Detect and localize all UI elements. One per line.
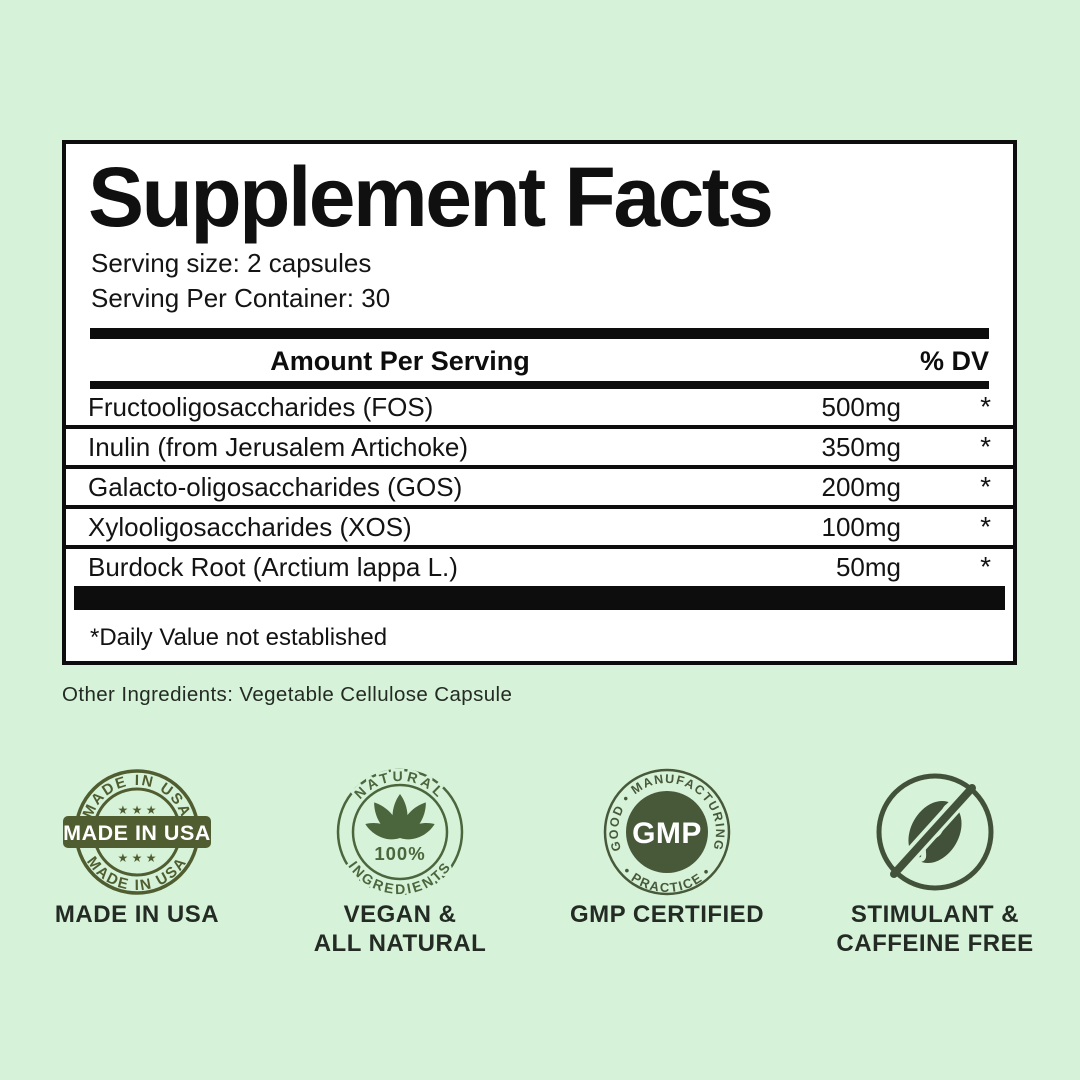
badge-gmp-certified: GMP GOOD • MANUFACTURING • PRACTICE • GM… bbox=[547, 762, 787, 929]
other-ingredients: Other Ingredients: Vegetable Cellulose C… bbox=[62, 683, 513, 706]
ingredient-amount: 100mg bbox=[821, 511, 902, 542]
divider-thick-bottom bbox=[74, 586, 1005, 610]
ingredient-name: Galacto-oligosaccharides (GOS) bbox=[88, 471, 463, 502]
ingredient-amount: 350mg bbox=[821, 431, 902, 462]
ingredient-name: Xylooligosaccharides (XOS) bbox=[88, 511, 412, 542]
table-row: Xylooligosaccharides (XOS) 100mg * bbox=[66, 505, 1013, 545]
stars-bottom: ★ ★ ★ bbox=[118, 851, 157, 865]
ingredient-name: Fructooligosaccharides (FOS) bbox=[88, 391, 434, 422]
ingredient-name: Inulin (from Jerusalem Artichoke) bbox=[88, 431, 469, 462]
badge-caption: STIMULANT & CAFFEINE FREE bbox=[836, 901, 1034, 957]
daily-value-footnote: *Daily Value not established bbox=[90, 624, 388, 651]
table-header: Amount Per Serving % DV bbox=[90, 339, 989, 381]
ingredient-dv: * bbox=[980, 391, 991, 422]
servings-per-container: Serving Per Container: 30 bbox=[91, 283, 391, 313]
svg-text:MADE IN USA: MADE IN USA bbox=[63, 821, 211, 845]
badge-vegan-all-natural: NATURAL 100% INGREDIENTS VEGAN & ALL NAT… bbox=[280, 762, 520, 958]
ingredient-dv: * bbox=[980, 551, 991, 582]
divider-thick-top bbox=[90, 328, 989, 339]
gmp-seal-icon: GMP GOOD • MANUFACTURING • PRACTICE • bbox=[603, 768, 731, 896]
badge-made-in-usa: MADE IN USA ★ ★ ★ MADE IN USA ★ ★ ★ MADE… bbox=[17, 762, 257, 929]
natural-leaves-icon: NATURAL 100% INGREDIENTS bbox=[336, 765, 464, 900]
divider-under-header bbox=[90, 381, 989, 389]
ingredient-amount: 50mg bbox=[835, 551, 901, 582]
stamp-banner bbox=[63, 816, 211, 848]
no-coffee-bean-icon bbox=[876, 773, 994, 891]
table-row: Galacto-oligosaccharides (GOS) 200mg * bbox=[66, 465, 1013, 505]
badge-caption: MADE IN USA bbox=[54, 901, 220, 928]
panel-title: Supplement Facts bbox=[88, 150, 774, 244]
svg-text:100%: 100% bbox=[374, 843, 425, 864]
stars-top: ★ ★ ★ bbox=[118, 803, 157, 817]
ingredient-table: Fructooligosaccharides (FOS) 500mg * Inu… bbox=[66, 389, 1013, 585]
ingredient-amount: 500mg bbox=[821, 391, 902, 422]
ingredient-dv: * bbox=[980, 511, 991, 542]
svg-text:GMP: GMP bbox=[632, 817, 702, 850]
badge-caption: GMP CERTIFIED bbox=[569, 901, 765, 928]
ingredient-name: Burdock Root (Arctium lappa L.) bbox=[88, 551, 458, 582]
ingredient-dv: * bbox=[980, 431, 991, 462]
badge-caption: VEGAN & ALL NATURAL bbox=[313, 901, 487, 957]
table-row: Burdock Root (Arctium lappa L.) 50mg * bbox=[66, 545, 1013, 585]
percent-dv-header: % DV bbox=[919, 346, 989, 376]
ingredient-dv: * bbox=[980, 471, 991, 502]
table-row: Fructooligosaccharides (FOS) 500mg * bbox=[66, 389, 1013, 425]
serving-size: Serving size: 2 capsules bbox=[91, 248, 372, 278]
made-in-usa-stamp-icon: MADE IN USA ★ ★ ★ MADE IN USA ★ ★ ★ MADE… bbox=[63, 769, 211, 895]
badge-stimulant-caffeine-free: STIMULANT & CAFFEINE FREE bbox=[815, 762, 1055, 958]
table-row: Inulin (from Jerusalem Artichoke) 350mg … bbox=[66, 425, 1013, 465]
supplement-facts-panel: Supplement Facts Serving size: 2 capsule… bbox=[62, 140, 1017, 665]
amount-per-serving-header: Amount Per Serving bbox=[270, 346, 530, 376]
ingredient-amount: 200mg bbox=[821, 471, 902, 502]
certification-badges: MADE IN USA ★ ★ ★ MADE IN USA ★ ★ ★ MADE… bbox=[0, 762, 1080, 1012]
